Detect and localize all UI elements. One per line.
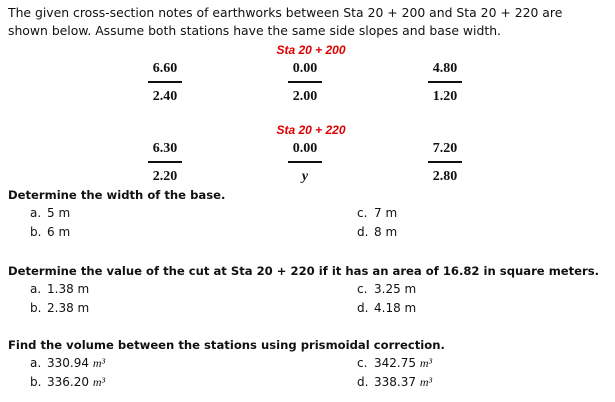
option-a[interactable]: a. 5 m bbox=[30, 206, 71, 220]
option-d[interactable]: d. 338.37 m³ bbox=[357, 375, 433, 389]
option-d[interactable]: d. 8 m bbox=[357, 225, 398, 239]
station-label-1: Sta 20 + 200 bbox=[276, 43, 346, 57]
question-2: Determine the value of the cut at Sta 20… bbox=[8, 264, 600, 278]
option-a[interactable]: a. 330.94 m³ bbox=[30, 356, 106, 370]
question-1: Determine the width of the base. bbox=[8, 188, 226, 202]
cross-section-note: 6.30 2.20 bbox=[135, 140, 195, 186]
intro-line-1: The given cross-section notes of earthwo… bbox=[8, 5, 563, 20]
option-c[interactable]: c. 7 m bbox=[357, 206, 398, 220]
option-a[interactable]: a. 1.38 m bbox=[30, 282, 90, 296]
cross-section-note: 6.60 2.40 bbox=[135, 60, 195, 106]
option-b[interactable]: b. 6 m bbox=[30, 225, 71, 239]
option-b[interactable]: b. 336.20 m³ bbox=[30, 375, 106, 389]
intro-line-2: shown below. Assume both stations have t… bbox=[8, 23, 501, 38]
option-c[interactable]: c. 3.25 m bbox=[357, 282, 417, 296]
cross-section-note: 4.80 1.20 bbox=[415, 60, 475, 106]
station-label-2: Sta 20 + 220 bbox=[276, 123, 346, 137]
cross-section-note: 0.00 2.00 bbox=[275, 60, 335, 106]
option-d[interactable]: d. 4.18 m bbox=[357, 301, 417, 315]
cross-section-note: 7.20 2.80 bbox=[415, 140, 475, 186]
question-3: Find the volume between the stations usi… bbox=[8, 338, 445, 352]
option-c[interactable]: c. 342.75 m³ bbox=[357, 356, 433, 370]
option-b[interactable]: b. 2.38 m bbox=[30, 301, 90, 315]
cross-section-note: 0.00 y bbox=[275, 140, 335, 186]
